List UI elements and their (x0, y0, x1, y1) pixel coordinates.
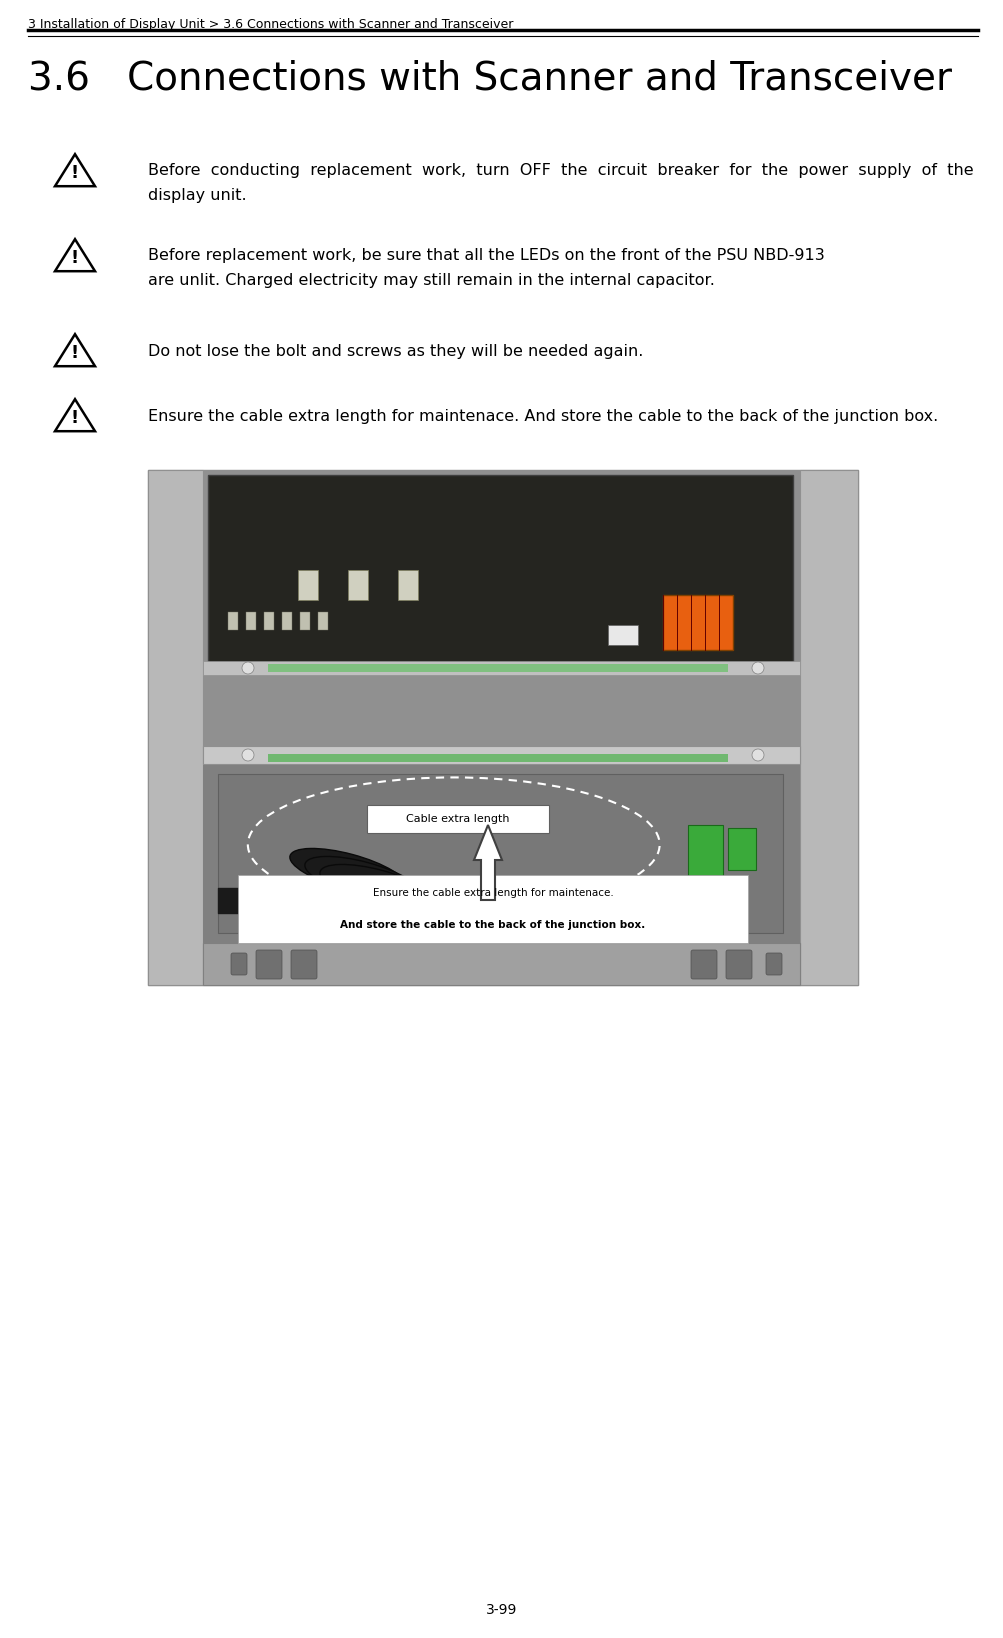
FancyBboxPatch shape (367, 804, 549, 834)
Bar (203, 943, 799, 984)
Text: Do not lose the bolt and screws as they will be needed again.: Do not lose the bolt and screws as they … (147, 344, 643, 359)
Bar (208, 475, 792, 665)
Text: !: ! (71, 344, 79, 362)
Polygon shape (473, 826, 502, 899)
Text: Ensure the cable extra length for maintenace. And store the cable to the back of: Ensure the cable extra length for mainte… (147, 410, 938, 424)
Bar (662, 595, 732, 650)
Bar (300, 613, 310, 631)
Ellipse shape (305, 857, 420, 903)
Text: !: ! (71, 410, 79, 428)
Bar (282, 613, 292, 631)
Bar (397, 570, 417, 600)
Bar (268, 753, 727, 762)
Bar (147, 470, 858, 984)
Ellipse shape (290, 848, 406, 894)
Circle shape (751, 749, 763, 762)
Text: Ensure the cable extra length for maintenace.: Ensure the cable extra length for mainte… (372, 888, 613, 898)
FancyBboxPatch shape (725, 950, 751, 980)
Bar (147, 470, 203, 984)
Bar (203, 662, 799, 675)
Bar (203, 943, 799, 984)
Text: Before replacement work, be sure that all the LEDs on the front of the PSU NBD-9: Before replacement work, be sure that al… (147, 247, 823, 288)
Bar (687, 826, 722, 880)
Bar (238, 875, 747, 943)
Text: 3-99: 3-99 (485, 1604, 518, 1617)
Text: Before  conducting  replacement  work,  turn  OFF  the  circuit  breaker  for  t: Before conducting replacement work, turn… (147, 164, 973, 203)
Bar (203, 470, 799, 943)
Bar (298, 570, 318, 600)
Circle shape (242, 662, 254, 673)
Bar (264, 613, 274, 631)
Bar (203, 745, 799, 763)
Text: 3.6   Connections with Scanner and Transceiver: 3.6 Connections with Scanner and Transce… (28, 61, 951, 98)
Text: Cable extra length: Cable extra length (406, 814, 510, 824)
FancyBboxPatch shape (690, 950, 716, 980)
Bar (218, 775, 782, 934)
Bar (799, 470, 858, 984)
Circle shape (242, 749, 254, 762)
Bar (203, 763, 799, 943)
FancyBboxPatch shape (291, 950, 317, 980)
Text: And store the cable to the back of the junction box.: And store the cable to the back of the j… (340, 921, 645, 930)
FancyBboxPatch shape (765, 953, 781, 975)
Circle shape (751, 662, 763, 673)
Text: !: ! (71, 164, 79, 182)
FancyBboxPatch shape (256, 950, 282, 980)
Bar (268, 663, 727, 672)
Text: !: ! (71, 249, 79, 267)
Bar (246, 613, 256, 631)
Bar (608, 626, 637, 645)
Ellipse shape (320, 865, 435, 911)
Bar (727, 829, 755, 870)
Bar (228, 613, 238, 631)
Text: 3 Installation of Display Unit > 3.6 Connections with Scanner and Transceiver: 3 Installation of Display Unit > 3.6 Con… (28, 18, 513, 31)
Bar (348, 570, 368, 600)
FancyBboxPatch shape (231, 953, 247, 975)
Bar (318, 613, 328, 631)
